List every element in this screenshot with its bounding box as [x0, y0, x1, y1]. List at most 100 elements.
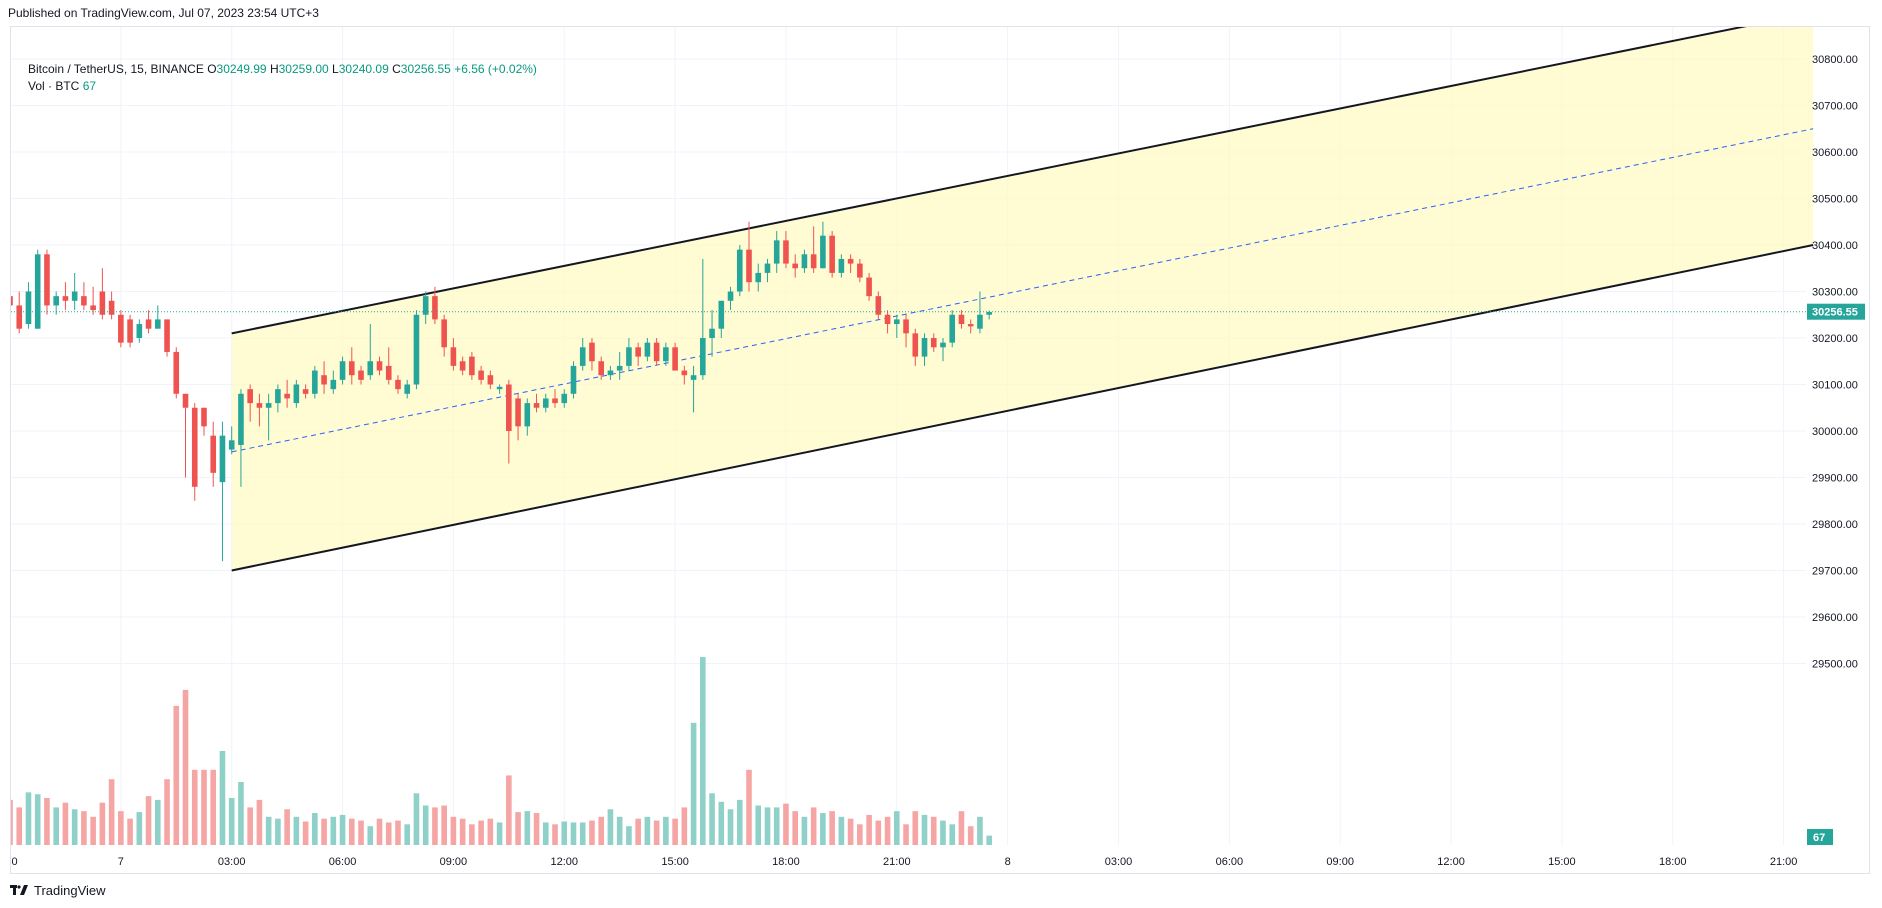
price-tick-label: 30400.00 — [1812, 240, 1858, 252]
candle-body — [210, 435, 217, 473]
candle-body — [875, 296, 882, 315]
candle-body — [653, 342, 660, 362]
time-tick-label: 03:00 — [218, 856, 246, 868]
volume-bar — [330, 816, 337, 845]
volume-bar — [635, 818, 641, 845]
candle-body — [496, 386, 503, 390]
chart-legend: Bitcoin / TetherUS, 15, BINANCE O30249.9… — [28, 61, 537, 95]
volume-bar — [801, 816, 808, 845]
candle-body — [312, 370, 318, 394]
time-tick-label: :00 — [11, 856, 18, 868]
candle-body — [894, 319, 900, 325]
volume-bar — [247, 807, 253, 845]
volume-bar — [62, 802, 69, 845]
volume-bar — [71, 809, 78, 845]
candle-body — [164, 319, 170, 352]
volume-bars — [11, 657, 992, 845]
candle-body — [404, 384, 411, 394]
candle-body — [792, 263, 798, 269]
candle-body — [589, 342, 595, 362]
legend-symbol-row: Bitcoin / TetherUS, 15, BINANCE O30249.9… — [28, 61, 537, 78]
volume-bar — [108, 779, 115, 845]
volume-bar — [293, 816, 300, 845]
candle-body — [967, 324, 974, 327]
volume-bar — [312, 813, 318, 845]
volume-bar — [302, 821, 309, 845]
volume-bar — [607, 809, 614, 845]
channel-upper-line — [231, 27, 1747, 335]
volume-bar — [755, 805, 762, 845]
candle-body — [256, 403, 263, 408]
candle-body — [783, 240, 789, 264]
volume-bar — [81, 811, 87, 845]
volume-bar — [783, 803, 789, 845]
volume-bar — [533, 813, 540, 845]
candle-body — [71, 291, 78, 301]
volume-bar — [570, 822, 577, 845]
price-tick-label: 29600.00 — [1812, 612, 1858, 624]
time-tick-label: 09:00 — [1326, 856, 1354, 868]
volume-bar — [949, 824, 956, 845]
volume-bar — [413, 793, 420, 845]
volume-bar — [589, 820, 595, 845]
candle-body — [62, 296, 69, 301]
candle-body — [25, 291, 32, 325]
volume-bar — [173, 705, 180, 845]
candle-body — [644, 342, 651, 357]
candle-body — [219, 435, 226, 483]
volume-label[interactable]: Vol · BTC — [28, 79, 80, 93]
candle-body — [506, 384, 512, 431]
price-tick-label: 30300.00 — [1812, 287, 1858, 299]
price-tick-label: 29700.00 — [1812, 566, 1858, 578]
volume-bar — [866, 814, 872, 845]
candle-body — [542, 398, 549, 408]
volume-bar — [99, 802, 106, 845]
volume-bar — [16, 807, 23, 845]
candle-body — [201, 407, 207, 427]
candle-body — [829, 235, 835, 273]
candle-body — [302, 389, 309, 394]
candle-body — [413, 314, 420, 385]
volume-bar — [977, 816, 983, 845]
last-volume-badge — [1807, 829, 1833, 845]
price-axis: 29500.00 29600.00 29700.00 29800.00 29900.00… — [1807, 54, 1865, 845]
candle-body — [709, 328, 715, 338]
candlestick-chart[interactable]: 29500.00 29600.00 29700.00 29800.00 29900.00… — [11, 27, 1870, 874]
volume-bar — [958, 811, 965, 845]
candle-body — [432, 296, 438, 320]
volume-bar — [395, 820, 401, 845]
candle-body — [367, 361, 374, 376]
low-label: L — [332, 62, 339, 76]
candle-body — [626, 347, 632, 366]
volume-bar — [11, 799, 13, 845]
footer-logo[interactable]: TradingView — [10, 883, 106, 898]
volume-bar — [265, 816, 272, 845]
volume-bar — [986, 835, 992, 845]
candle-body — [958, 314, 965, 325]
candle-body — [681, 370, 688, 376]
candle-body — [469, 356, 475, 376]
volume-bar — [663, 816, 669, 845]
candle-body — [358, 370, 364, 380]
candle-body — [145, 319, 152, 329]
candle-body — [173, 351, 180, 394]
time-tick-label: 21:00 — [1770, 856, 1798, 868]
candle-body — [81, 296, 87, 306]
time-tick-label: 12:00 — [1437, 856, 1465, 868]
candle-body — [108, 300, 115, 315]
volume-bar — [542, 822, 549, 845]
legend-volume-row: Vol · BTC 67 — [28, 78, 537, 95]
volume-bar — [552, 824, 558, 845]
volume-bar — [894, 811, 900, 845]
time-tick-label: 15:00 — [1548, 856, 1576, 868]
symbol-label[interactable]: Bitcoin / TetherUS, 15, BINANCE — [28, 62, 204, 76]
candle-body — [884, 314, 891, 325]
candle-body — [552, 398, 558, 404]
volume-bar — [764, 807, 771, 845]
volume-bar — [228, 798, 235, 845]
price-tick-label: 30000.00 — [1812, 426, 1858, 438]
chart-area[interactable]: 29500.00 29600.00 29700.00 29800.00 29900.00… — [10, 26, 1870, 874]
candle-body — [127, 319, 133, 343]
volume-bar — [367, 826, 374, 845]
candle-body — [635, 347, 641, 357]
